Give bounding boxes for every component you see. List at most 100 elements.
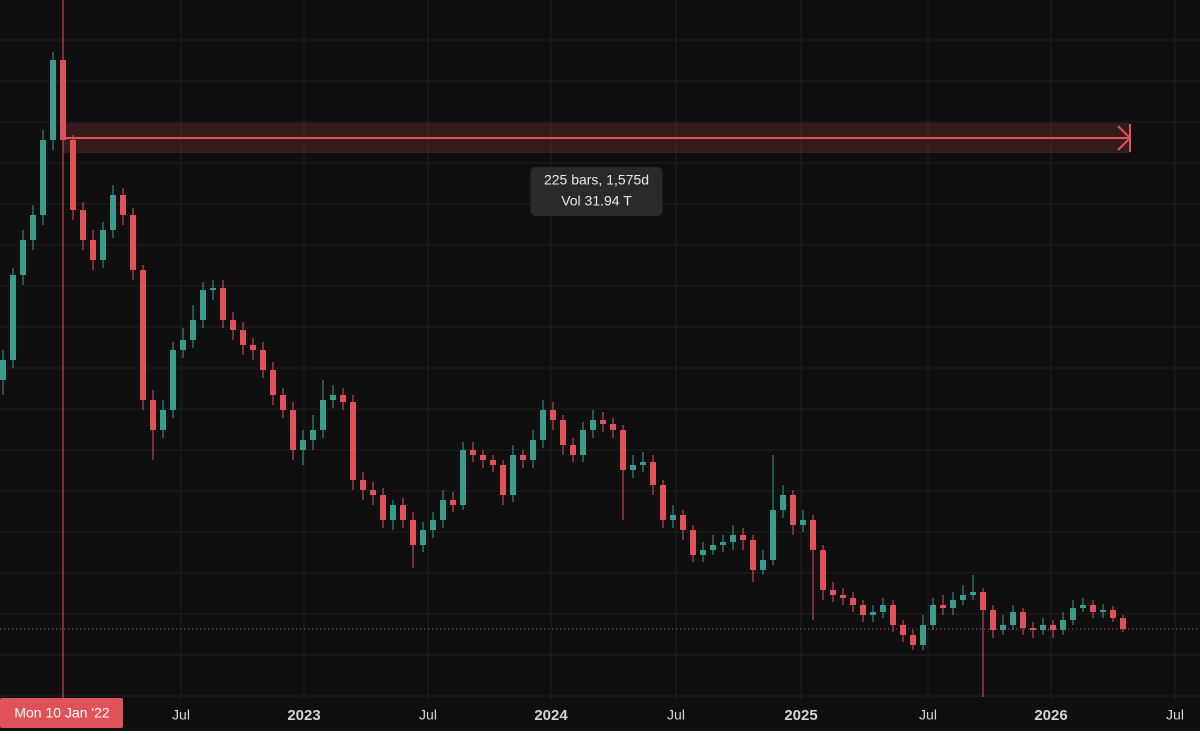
candle-body [930, 605, 936, 625]
candle-body [220, 288, 226, 320]
candle-body [130, 215, 136, 270]
candle-body [500, 465, 506, 495]
candle-body [810, 520, 816, 550]
candle-body [360, 480, 366, 490]
candle-body [490, 460, 496, 465]
candle-body [450, 500, 456, 505]
candle-body [820, 550, 826, 590]
candle-body [580, 430, 586, 455]
candle-body [70, 140, 76, 210]
x-tick-label: 2024 [534, 707, 568, 724]
candle-body [1080, 605, 1086, 608]
candle-body [540, 410, 546, 440]
candle-body [1100, 610, 1106, 612]
candle-body [560, 420, 566, 445]
candle-body [410, 520, 416, 545]
candle-body [850, 598, 856, 605]
candle-body [230, 320, 236, 330]
x-tick-label: Jul [1166, 707, 1184, 723]
candle-body [890, 605, 896, 625]
candle-body [350, 402, 356, 480]
candle-body [970, 592, 976, 595]
candle-body [1000, 625, 1006, 630]
candle-body [1120, 618, 1126, 629]
candle-body [470, 450, 476, 455]
candle-body [740, 535, 746, 540]
candle-body [340, 395, 346, 402]
x-tick-label: 2026 [1034, 707, 1067, 724]
x-tick-label: 2023 [287, 707, 320, 724]
candle-body [30, 215, 36, 240]
candle-body [920, 625, 926, 645]
grid [0, 0, 1200, 700]
candle-body [780, 495, 786, 510]
candle-body [600, 420, 606, 424]
candle-body [150, 400, 156, 430]
candle-body [90, 240, 96, 260]
candle-body [140, 270, 146, 400]
candle-body [910, 635, 916, 645]
x-tick-label: Jul [419, 707, 437, 723]
measure-tooltip [530, 167, 663, 216]
candle-body [530, 440, 536, 460]
candle-body [700, 550, 706, 555]
x-tick-label: 2025 [784, 707, 817, 724]
candle-body [660, 485, 666, 520]
candle-body [310, 430, 316, 440]
candle-body [840, 595, 846, 598]
candle-body [620, 430, 626, 470]
candle-body [1050, 625, 1056, 630]
candle-body [20, 240, 26, 275]
candle-body [1090, 605, 1096, 612]
candle-body [430, 520, 436, 530]
candle-body [460, 450, 466, 505]
candle-body [610, 424, 616, 430]
candle-body [420, 530, 426, 545]
candles [0, 52, 1126, 697]
candle-body [390, 505, 396, 520]
candle-body [120, 195, 126, 215]
crosshair-label: Mon 10 Jan '22 [14, 705, 110, 721]
candle-body [110, 195, 116, 230]
candle-body [440, 500, 446, 520]
candle-body [860, 605, 866, 615]
candle-body [270, 370, 276, 395]
candle-body [380, 495, 386, 520]
candle-body [510, 455, 516, 495]
x-axis: Jul 2023 Jul 2024 Jul 2025 Jul 2026 Jul Mon 10 Ja… [0, 698, 1184, 728]
candle-body [290, 410, 296, 450]
candle-body [750, 540, 756, 570]
candle-body [940, 605, 946, 608]
candle-body [960, 595, 966, 600]
candle-body [650, 462, 656, 485]
candle-body [180, 340, 186, 350]
candle-body [210, 288, 216, 290]
candle-body [730, 535, 736, 542]
candle-body [570, 445, 576, 455]
candle-body [870, 612, 876, 615]
candle-body [400, 505, 406, 520]
candle-body [980, 592, 986, 610]
measure-text: 225 bars, 1,575d [544, 172, 649, 188]
candle-body [900, 625, 906, 635]
candle-body [260, 350, 266, 370]
candle-body [1060, 620, 1066, 630]
candle-body [640, 462, 646, 465]
candle-body [320, 400, 326, 430]
candle-body [1040, 625, 1046, 630]
candle-body [200, 290, 206, 320]
candle-body [0, 360, 6, 380]
candle-body [10, 275, 16, 360]
candle-body [40, 140, 46, 215]
candle-body [50, 60, 56, 140]
candle-body [1010, 612, 1016, 625]
candle-body [720, 542, 726, 545]
candle-body [830, 590, 836, 595]
candle-body [80, 210, 86, 240]
candle-body [250, 345, 256, 350]
candle-body [100, 230, 106, 260]
candle-body [550, 410, 556, 420]
x-tick-label: Jul [667, 707, 685, 723]
measure-text: Vol 31.94 T [561, 193, 632, 209]
